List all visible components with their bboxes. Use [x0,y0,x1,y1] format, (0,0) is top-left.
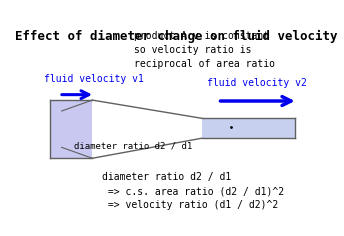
Bar [202,118,295,138]
Text: Effect of diameter change on fluid velocity: Effect of diameter change on fluid veloc… [15,30,337,43]
Text: diameter ratio d2 / d1: diameter ratio d2 / d1 [74,142,192,151]
Text: fluid velocity v1: fluid velocity v1 [44,74,144,84]
Text: fluid velocity v2: fluid velocity v2 [207,78,307,88]
Text: product A v is constant
so velocity ratio is
reciprocal of area ratio: product A v is constant so velocity rati… [133,31,275,69]
Bar [50,100,92,158]
Text: diameter ratio d2 / d1
 => c.s. area ratio (d2 / d1)^2
 => velocity ratio (d1 / : diameter ratio d2 / d1 => c.s. area rati… [102,172,284,210]
